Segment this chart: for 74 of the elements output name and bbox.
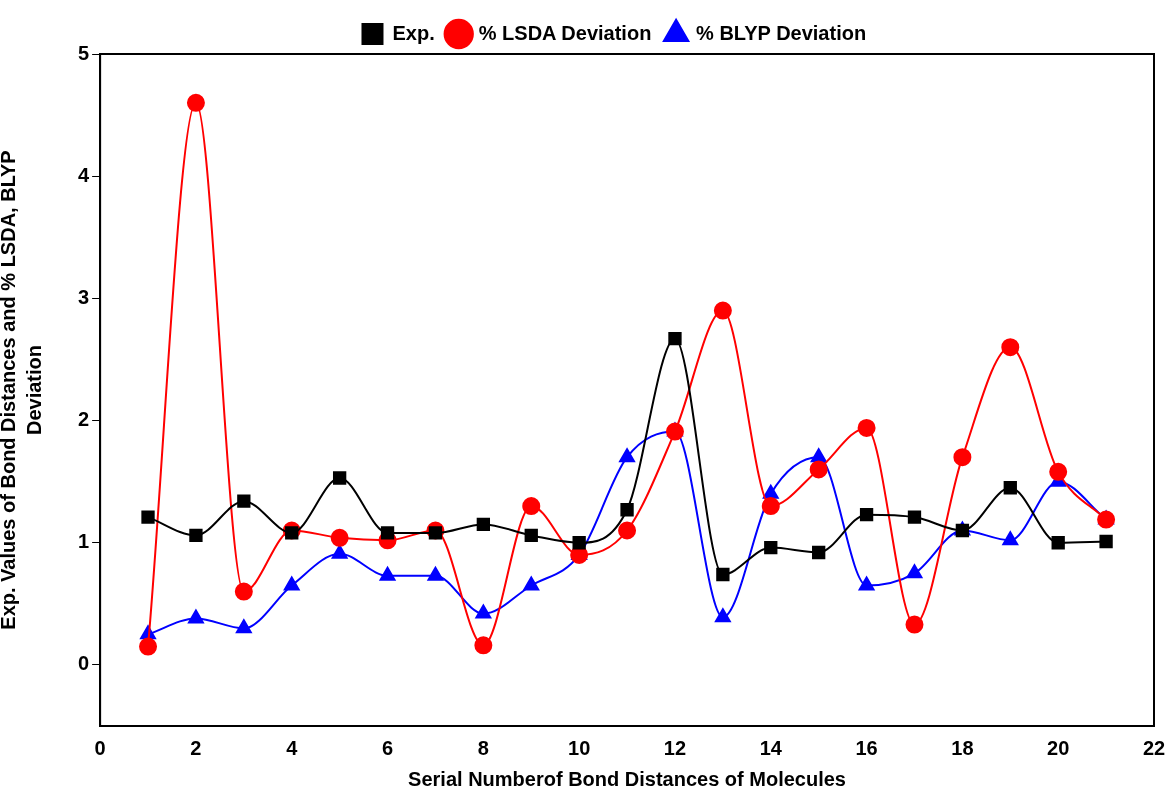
y-axis-title: Exp. Values of Bond Distances and % LSDA, BLYP Deviation	[0, 150, 45, 630]
point	[761, 497, 780, 516]
point	[188, 609, 204, 624]
point	[1001, 338, 1020, 357]
point	[618, 521, 637, 540]
x-axis-title: Serial Numberof Bond Distances of Molecules	[408, 767, 846, 790]
point	[522, 497, 541, 516]
x-tick-label: 0	[94, 736, 106, 759]
point	[810, 448, 827, 463]
x-tick-label: 8	[477, 736, 489, 759]
y-tick-label: 2	[78, 408, 90, 431]
point	[762, 484, 779, 499]
point	[714, 608, 731, 623]
y-tick-label: 4	[78, 163, 90, 186]
point	[523, 576, 540, 591]
y-tick-label: 5	[78, 41, 90, 64]
y-tick-label: 3	[78, 285, 90, 308]
point	[428, 526, 443, 540]
x-tick-label: 4	[286, 736, 299, 759]
x-tick-label: 10	[568, 736, 591, 759]
point	[283, 576, 300, 591]
point	[475, 604, 492, 619]
point	[379, 566, 396, 581]
x-tick-label: 16	[855, 736, 878, 759]
y-tick-label: 1	[78, 530, 90, 553]
point	[716, 567, 730, 582]
point	[668, 332, 682, 346]
point	[380, 526, 395, 540]
y-tick-label: 0	[78, 652, 90, 675]
point	[139, 637, 158, 656]
legend-label: % LSDA Deviation	[478, 21, 652, 44]
point	[1099, 534, 1113, 549]
point	[332, 471, 347, 485]
point	[906, 564, 923, 579]
point	[186, 93, 205, 112]
point	[237, 494, 251, 508]
x-tick-label: 22	[1142, 736, 1166, 759]
legend-label: Exp.	[392, 21, 435, 44]
point	[620, 503, 634, 517]
point	[427, 566, 444, 581]
point	[1097, 510, 1116, 529]
x-tick-label: 2	[190, 736, 202, 759]
point	[859, 507, 874, 522]
point	[713, 301, 732, 320]
point	[330, 528, 349, 547]
x-tick-label: 18	[951, 736, 974, 759]
point	[812, 545, 826, 560]
point	[764, 540, 778, 555]
point	[1051, 536, 1065, 550]
point	[1002, 531, 1019, 546]
point	[331, 544, 348, 559]
point	[235, 619, 252, 634]
point	[189, 528, 203, 543]
point	[907, 510, 922, 524]
point	[1049, 462, 1068, 481]
point	[665, 422, 684, 441]
point	[858, 576, 875, 591]
point	[524, 528, 538, 543]
point	[809, 460, 828, 479]
point	[474, 636, 493, 655]
legend-label: % BLYP Deviation	[696, 21, 867, 44]
x-tick-label: 6	[381, 736, 394, 759]
point	[234, 582, 253, 601]
point	[953, 448, 972, 467]
point	[141, 510, 155, 524]
point	[1003, 481, 1017, 495]
x-tick-label: 12	[663, 736, 687, 759]
point	[619, 448, 635, 463]
point	[572, 536, 586, 550]
x-tick-label: 14	[759, 736, 783, 759]
x-tick-label: 20	[1047, 736, 1070, 759]
point	[857, 418, 876, 437]
point	[476, 517, 491, 532]
point	[905, 615, 924, 634]
